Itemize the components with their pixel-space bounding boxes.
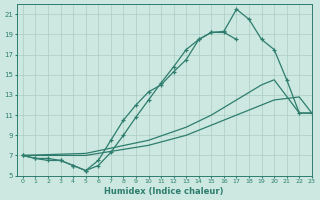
X-axis label: Humidex (Indice chaleur): Humidex (Indice chaleur): [105, 187, 224, 196]
